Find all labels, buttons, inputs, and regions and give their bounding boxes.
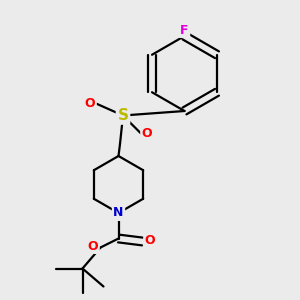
Text: O: O [142, 127, 152, 140]
Text: N: N [113, 206, 124, 220]
Text: S: S [118, 108, 128, 123]
Text: O: O [88, 239, 98, 253]
Text: O: O [145, 233, 155, 247]
Text: F: F [180, 23, 189, 37]
Text: O: O [85, 97, 95, 110]
